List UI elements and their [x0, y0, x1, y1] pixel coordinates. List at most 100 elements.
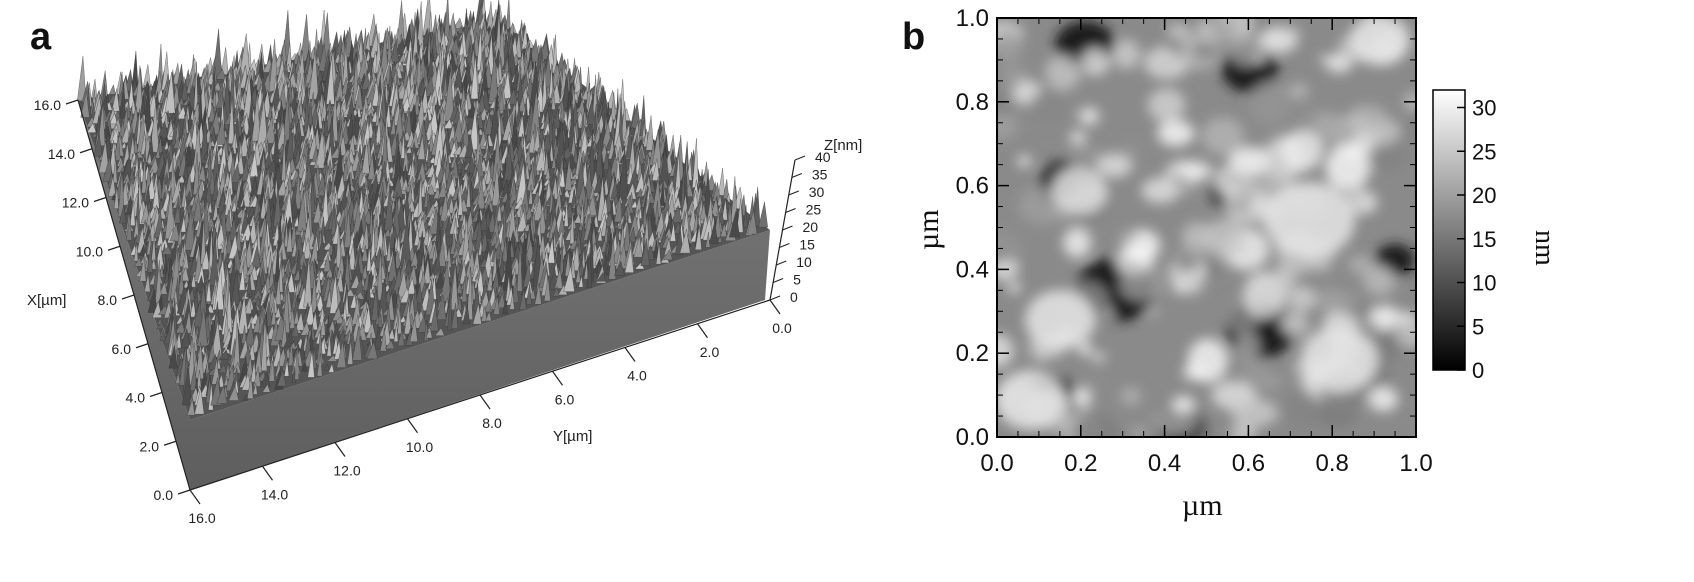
surface-spike — [484, 227, 492, 239]
surface-spike — [90, 102, 96, 119]
z-tick-label: 10 — [796, 254, 812, 270]
surface-spike — [443, 118, 454, 129]
surface-spike — [535, 146, 546, 171]
panel-b-x-tick-label: 0.8 — [1316, 450, 1349, 477]
surface-spike — [484, 113, 493, 135]
surface-spike — [318, 43, 328, 72]
afm-grain — [1062, 227, 1092, 258]
z-tick-mark — [788, 190, 799, 196]
surface-spike — [293, 215, 300, 227]
afm-grain — [1279, 130, 1323, 172]
surface-spike — [351, 111, 361, 138]
surface-spike — [361, 70, 371, 90]
afm-grain — [1310, 113, 1348, 140]
afm-grain — [1172, 396, 1196, 413]
surface-spike — [86, 122, 97, 133]
afm-grain — [1078, 342, 1093, 357]
x-axis-title: X[µm] — [27, 292, 66, 309]
colorbar-tick-label: 0 — [1472, 358, 1484, 383]
surface-spike — [361, 263, 368, 280]
surface-spike — [215, 119, 227, 145]
surface-spike — [180, 79, 189, 101]
colorbar-tick-label: 5 — [1472, 314, 1484, 339]
surface-spike — [276, 178, 288, 196]
surface-spike — [505, 0, 511, 30]
z-tick-mark — [776, 260, 787, 266]
surface-spike — [190, 272, 196, 288]
afm-bright-cluster — [1265, 181, 1355, 259]
y-tick-label: 8.0 — [482, 415, 502, 431]
surface-spike — [183, 279, 189, 289]
surface-spike — [274, 240, 280, 282]
surface-spike — [524, 205, 533, 221]
surface-spike — [573, 213, 582, 224]
surface-spike — [610, 92, 616, 121]
surface-spike — [274, 306, 281, 318]
surface-spike — [564, 156, 572, 191]
z-tick-mark — [785, 208, 796, 213]
colorbar-tick-label: 10 — [1472, 271, 1496, 296]
surface-spike — [98, 140, 110, 173]
surface-spike — [533, 127, 541, 152]
afm-grain — [1145, 307, 1160, 317]
afm-grain — [1193, 42, 1218, 60]
surface-spike — [139, 243, 147, 256]
x-tick-label: 2.0 — [140, 438, 160, 454]
surface-spike — [167, 139, 174, 162]
surface-spike — [160, 245, 173, 255]
surface-spike — [437, 182, 448, 198]
panel-b-y-tick-label: 0.4 — [956, 256, 989, 283]
y-tick-mark — [334, 442, 346, 457]
surface-spike — [108, 84, 116, 95]
z-tick-mark — [791, 173, 803, 178]
z-tick-label: 35 — [812, 167, 828, 183]
panel-b-y-axis-title: µm — [912, 209, 945, 250]
afm-grain — [1072, 413, 1119, 437]
panel-b-x-tick-label: 0.4 — [1148, 450, 1181, 477]
surface-spike — [111, 88, 120, 112]
surface-spike — [189, 109, 195, 121]
surface-spike — [718, 168, 726, 196]
x-tick-mark — [121, 294, 135, 300]
surface-spike — [212, 173, 219, 201]
afm-grain — [1325, 53, 1353, 73]
surface-spike — [367, 152, 375, 180]
afm-grain — [1087, 371, 1103, 385]
afm-grain — [1045, 54, 1081, 91]
surface-spike — [479, 206, 488, 231]
z-tick-label: 5 — [793, 272, 801, 288]
x-tick-mark — [65, 99, 79, 105]
afm-grain — [1279, 311, 1308, 334]
y-tick-mark — [624, 347, 636, 362]
panel-b-y-tick-label: 0.6 — [956, 173, 989, 200]
surface-spike — [197, 307, 208, 347]
afm-bright-cluster — [1302, 327, 1378, 393]
x-tick-label: 16.0 — [34, 97, 61, 113]
surface-spike — [593, 175, 603, 193]
surface-spike — [184, 207, 195, 251]
surface-spike — [109, 112, 118, 125]
x-tick-label: 12.0 — [62, 195, 89, 211]
y-tick-label: 10.0 — [406, 439, 433, 455]
surface-spike — [270, 82, 282, 111]
afm-bright-cluster — [1025, 290, 1095, 350]
surface-spike — [517, 114, 525, 138]
afm-grain — [1157, 120, 1195, 147]
surface-spike — [572, 142, 578, 164]
y-tick-mark — [262, 465, 273, 481]
surface-spike — [174, 321, 186, 334]
surface-spike — [149, 101, 160, 153]
y-tick-mark — [697, 323, 708, 339]
colorbar-tick-label: 30 — [1472, 96, 1496, 121]
afm-grain — [1283, 390, 1321, 430]
surface-spike — [251, 244, 261, 268]
surface-spike — [215, 68, 227, 80]
surface-spike — [460, 159, 466, 177]
x-tick-mark — [149, 391, 163, 398]
surface-spike — [77, 55, 87, 101]
panel-b-y-tick-label: 0.0 — [956, 424, 989, 451]
afm-grain — [1288, 285, 1317, 312]
surface-spike — [551, 176, 559, 200]
surface-spike — [133, 242, 139, 262]
surface-spike — [455, 160, 464, 170]
